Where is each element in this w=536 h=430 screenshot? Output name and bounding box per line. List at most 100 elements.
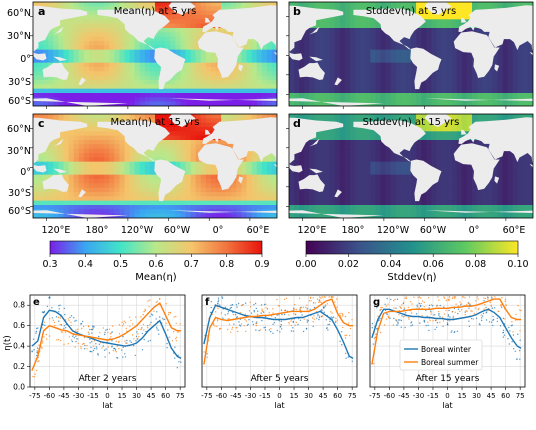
map-cell [155, 2, 161, 7]
map-cell [185, 84, 191, 90]
map-cell [431, 45, 437, 51]
map-cell [134, 174, 141, 180]
map-cell [380, 148, 386, 154]
map-cell [73, 183, 80, 189]
map-cell [344, 114, 351, 119]
map-cell [88, 170, 95, 176]
map-cell [314, 196, 320, 202]
land-mass [168, 114, 196, 127]
map-cell [185, 170, 191, 176]
map-cell [149, 153, 156, 158]
map-cell [502, 192, 508, 197]
map-cell [104, 157, 110, 163]
map-cell [289, 80, 295, 85]
map-cell [129, 153, 136, 158]
map-cell [185, 54, 191, 59]
map-cell [497, 170, 503, 176]
map-cell [109, 114, 115, 119]
map-cell [134, 200, 141, 206]
map-cell [339, 23, 346, 29]
map-cell [68, 41, 75, 46]
map-cell [329, 28, 336, 33]
map-cell [502, 170, 508, 176]
map-cell [426, 161, 432, 167]
map-cell [200, 170, 207, 176]
map-cell [400, 161, 407, 167]
scatter-point [68, 319, 70, 322]
map-cell [78, 32, 85, 38]
map-cell [261, 205, 268, 210]
map-cell [83, 84, 90, 90]
map-cell [350, 205, 356, 210]
map-cell [517, 75, 524, 81]
map-cell [160, 88, 166, 94]
map-cell [43, 36, 49, 42]
map-cell [294, 200, 300, 206]
map-cell [83, 75, 90, 81]
map-cell [94, 93, 100, 98]
map-cell [195, 114, 202, 119]
land-mass [289, 117, 344, 167]
map-cell [461, 2, 468, 7]
map-cell [231, 80, 237, 85]
map-cell [421, 101, 427, 106]
map-cell [63, 80, 69, 85]
map-cell [246, 101, 252, 106]
map-cell [210, 187, 217, 193]
map-cell [210, 88, 217, 94]
map-cell [370, 200, 376, 206]
map-cell [246, 67, 252, 72]
map-lat-ticks: 60°N 30°N 0° 30°S 60°S 60°N 30°N 0° 30°S… [7, 8, 31, 217]
map-cell [271, 170, 277, 176]
map-cell [507, 2, 514, 7]
map-cell [370, 144, 376, 150]
map-cell [124, 67, 130, 72]
map-cell [487, 209, 493, 215]
map-cell [266, 170, 273, 176]
map-cell [502, 2, 508, 7]
map-cell [461, 118, 468, 124]
map-cell [73, 84, 80, 90]
map-cell [289, 174, 295, 180]
map-cell [334, 153, 341, 158]
map-cell [339, 62, 346, 68]
map-cell [241, 196, 247, 202]
land-mass [154, 47, 186, 90]
map-cell [114, 28, 120, 33]
map-cell [139, 209, 146, 215]
map-cell [375, 75, 381, 81]
map-cell [472, 196, 478, 202]
map-cell [304, 114, 310, 119]
map-cell [319, 32, 325, 38]
map-cell [487, 213, 493, 218]
map-cell [58, 131, 64, 137]
map-cell [304, 49, 310, 55]
map-cell [329, 200, 336, 206]
map-cell [241, 166, 247, 171]
map-cell [344, 23, 351, 29]
map-cell [109, 23, 115, 29]
map-cell [527, 49, 533, 55]
map-cell [400, 58, 407, 64]
map-cell [466, 213, 473, 218]
map-cell [149, 209, 156, 215]
map-cell [350, 45, 356, 51]
map-cell [190, 161, 197, 167]
map-cell [421, 15, 427, 20]
map-cell [517, 205, 524, 210]
map-cell [119, 200, 125, 206]
scatter-point [45, 333, 48, 336]
map-cell [527, 54, 533, 59]
land-mass [97, 8, 170, 51]
map-cell [497, 161, 503, 167]
scatter-point [53, 321, 56, 324]
map-cell [83, 41, 90, 46]
map-cell [304, 36, 310, 42]
map-cell [421, 148, 427, 154]
map-cell [522, 75, 529, 81]
map-cell [256, 205, 263, 210]
map-cell [522, 196, 529, 202]
map-cell [271, 114, 277, 119]
map-cell [355, 2, 361, 7]
map-cell [94, 88, 100, 94]
